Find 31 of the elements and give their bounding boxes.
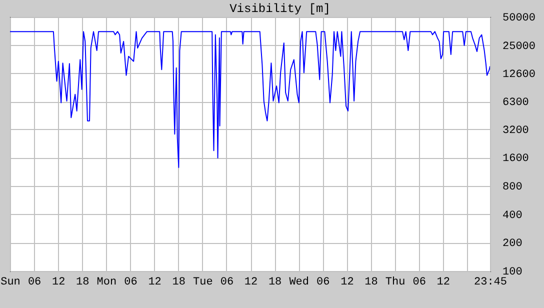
y-tick-label: 6300: [502, 97, 529, 110]
x-tick-label: 12: [436, 276, 450, 288]
y-tick-label: 12600: [502, 68, 536, 81]
y-tick-label: 800: [502, 182, 522, 194]
x-tick-label: 06: [28, 276, 42, 288]
x-tick-label: 18: [268, 276, 282, 288]
x-tick-label: Mon: [96, 276, 117, 288]
x-tick-label: 18: [76, 276, 90, 288]
y-tick-label: 50000: [502, 12, 536, 24]
x-tick-label: 06: [316, 276, 330, 288]
x-tick-label: Sun: [0, 276, 20, 288]
x-tick-label: 18: [364, 276, 378, 288]
x-tick-label: Tue: [192, 276, 213, 288]
x-tick-label: Thu: [385, 276, 406, 288]
x-tick-label: 18: [172, 276, 186, 288]
x-tick-label: 12: [52, 276, 66, 288]
x-tick-label: 06: [412, 276, 426, 288]
y-tick-label: 200: [502, 238, 522, 250]
chart-title: Visibility [m]: [230, 2, 330, 16]
x-tick-label: 12: [148, 276, 162, 288]
y-tick-label: 1600: [502, 153, 529, 166]
x-tick-label: 12: [244, 276, 258, 288]
y-tick-label: 25000: [502, 40, 536, 53]
y-tick-label: 100: [502, 266, 522, 278]
y-tick-label: 3200: [502, 124, 529, 137]
x-tick-label: 12: [340, 276, 354, 288]
x-tick-label: Wed: [289, 276, 310, 288]
x-tick-label: 06: [220, 276, 234, 288]
x-tick-label: 06: [124, 276, 138, 288]
x-tick-label: 23:45: [474, 276, 508, 288]
y-tick-label: 400: [502, 210, 522, 222]
